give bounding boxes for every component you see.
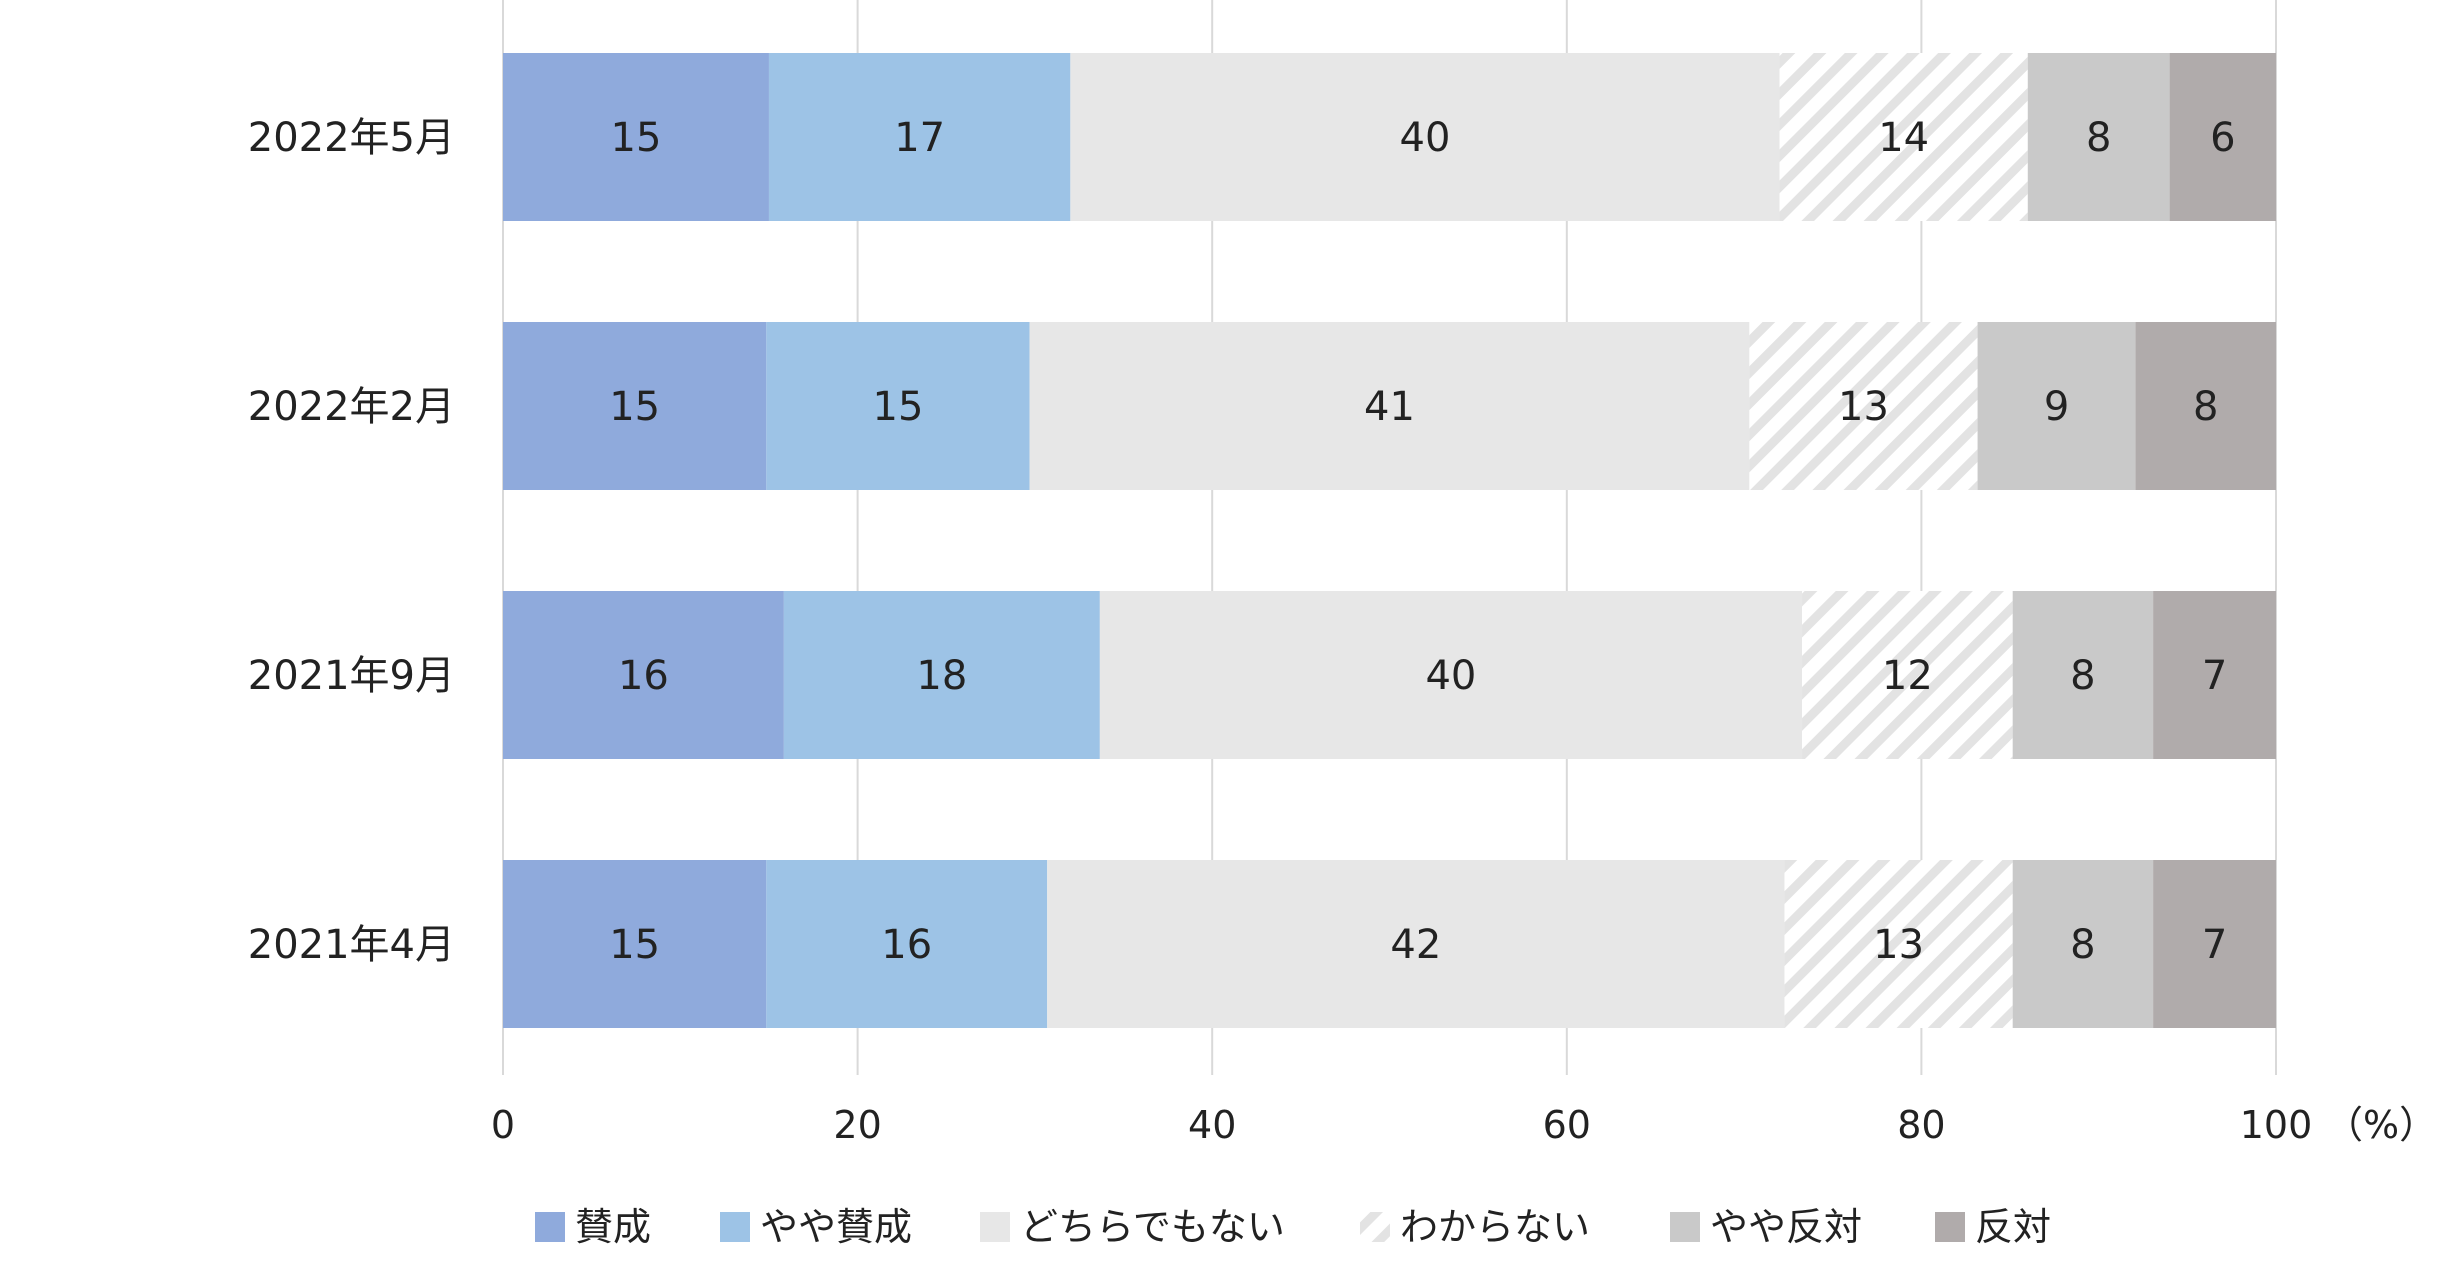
- legend-label-4: やや反対: [1710, 1205, 1862, 1249]
- data-label-3-4: 8: [2070, 922, 2095, 968]
- data-label-0-2: 40: [1400, 115, 1451, 161]
- x-tick-label-40: 40: [1188, 1103, 1236, 1147]
- bar-3-1: [766, 860, 1048, 1028]
- legend-swatch-3: [1360, 1212, 1390, 1242]
- data-label-0-3: 14: [1878, 115, 1929, 161]
- x-tick-label-0: 0: [491, 1103, 515, 1147]
- bar-1-5: [2135, 322, 2276, 490]
- bar-1-4: [1977, 322, 2136, 490]
- data-label-1-2: 41: [1364, 384, 1415, 430]
- data-label-2-4: 8: [2070, 653, 2095, 699]
- bar-2-3: [1802, 591, 2013, 759]
- bars: 15 17 40 14 8 6 15 15 41 13 9 8 16 18 40 12 8 7 15 16 42 13 8 7: [503, 53, 2276, 1028]
- x-tick-label-80: 80: [1897, 1103, 1945, 1147]
- x-tick-label-60: 60: [1543, 1103, 1591, 1147]
- legend-label-5: 反対: [1975, 1205, 2051, 1249]
- data-label-3-1: 16: [881, 922, 932, 968]
- bar-0-2: [1070, 53, 1780, 221]
- bar-0-0: [503, 53, 769, 221]
- data-label-2-1: 18: [916, 653, 967, 699]
- bar-3-0: [503, 860, 767, 1028]
- bar-1-2: [1029, 322, 1750, 490]
- bar-1-1: [766, 322, 1030, 490]
- data-label-1-4: 9: [2044, 384, 2069, 430]
- legend-swatch-5: [1935, 1212, 1965, 1242]
- legend-label-3: わからない: [1400, 1205, 1590, 1249]
- category-label-1: 2022年2月: [248, 384, 455, 430]
- bar-2-0: [503, 591, 784, 759]
- legend-label-2: どちらでもない: [1020, 1205, 1285, 1249]
- bar-3-4: [2012, 860, 2154, 1028]
- category-labels: 2022年5月 2022年2月 2021年9月 2021年4月: [248, 115, 455, 968]
- bar-1-0: [503, 322, 767, 490]
- data-label-3-2: 42: [1390, 922, 1441, 968]
- bar-3-2: [1047, 860, 1785, 1028]
- legend-label-0: 賛成: [575, 1205, 651, 1249]
- x-tick-label-100: 100: [2240, 1103, 2313, 1147]
- bar-0-5: [2169, 53, 2276, 221]
- data-label-1-0: 15: [609, 384, 660, 430]
- data-label-3-3: 13: [1873, 922, 1924, 968]
- bar-1-3: [1749, 322, 1978, 490]
- data-label-0-1: 17: [894, 115, 945, 161]
- bar-0-1: [768, 53, 1071, 221]
- legend-swatch-0: [535, 1212, 565, 1242]
- data-label-1-5: 8: [2193, 384, 2218, 430]
- data-label-0-5: 6: [2210, 115, 2235, 161]
- bar-0-3: [1779, 53, 2028, 221]
- x-axis-tick-labels: 0 20 40 60 80 100: [491, 1103, 2312, 1147]
- data-label-1-3: 13: [1838, 384, 1889, 430]
- legend-label-1: やや賛成: [760, 1205, 912, 1249]
- category-label-3: 2021年4月: [248, 922, 455, 968]
- data-label-2-5: 7: [2202, 653, 2227, 699]
- data-label-1-1: 15: [873, 384, 924, 430]
- data-label-0-4: 8: [2086, 115, 2111, 161]
- data-label-0-0: 15: [611, 115, 662, 161]
- data-label-2-3: 12: [1882, 653, 1933, 699]
- data-label-3-5: 7: [2202, 922, 2227, 968]
- bar-2-2: [1099, 591, 1803, 759]
- bar-3-3: [1784, 860, 2013, 1028]
- legend-swatch-1: [720, 1212, 750, 1242]
- data-label-2-2: 40: [1425, 653, 1476, 699]
- bar-0-4: [2027, 53, 2170, 221]
- legend: 賛成 やや賛成 どちらでもない わからない やや反対 反対: [535, 1205, 2051, 1249]
- x-tick-label-20: 20: [833, 1103, 881, 1147]
- bar-2-4: [2012, 591, 2154, 759]
- bar-3-5: [2153, 860, 2276, 1028]
- data-label-3-0: 15: [609, 922, 660, 968]
- x-axis-unit-label: （%）: [2325, 1103, 2437, 1147]
- bar-2-1: [783, 591, 1100, 759]
- legend-swatch-4: [1670, 1212, 1700, 1242]
- category-label-2: 2021年9月: [248, 653, 455, 699]
- category-label-0: 2022年5月: [248, 115, 455, 161]
- bar-2-5: [2153, 591, 2276, 759]
- legend-swatch-2: [980, 1212, 1010, 1242]
- data-label-2-0: 16: [618, 653, 669, 699]
